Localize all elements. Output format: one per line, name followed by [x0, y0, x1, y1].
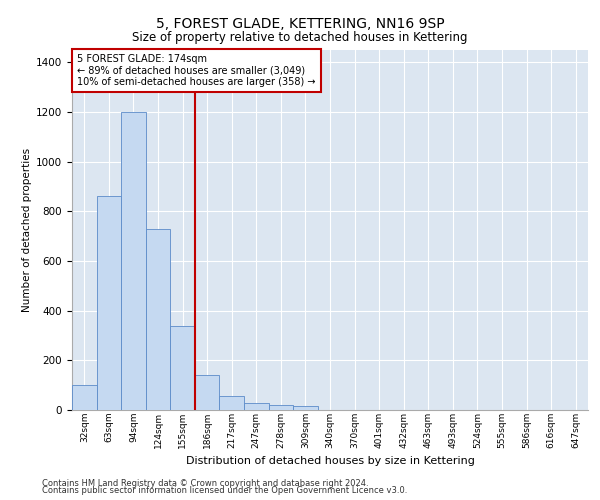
Bar — [195, 375, 220, 410]
Bar — [146, 229, 170, 410]
Bar — [170, 326, 195, 410]
Bar — [72, 385, 97, 410]
Text: 5 FOREST GLADE: 174sqm
← 89% of detached houses are smaller (3,049)
10% of semi-: 5 FOREST GLADE: 174sqm ← 89% of detached… — [77, 54, 316, 87]
Bar — [293, 406, 318, 410]
Y-axis label: Number of detached properties: Number of detached properties — [22, 148, 32, 312]
Text: Contains public sector information licensed under the Open Government Licence v3: Contains public sector information licen… — [42, 486, 407, 495]
Bar — [97, 196, 121, 410]
Bar — [269, 405, 293, 410]
X-axis label: Distribution of detached houses by size in Kettering: Distribution of detached houses by size … — [185, 456, 475, 466]
Bar — [121, 112, 146, 410]
Text: 5, FOREST GLADE, KETTERING, NN16 9SP: 5, FOREST GLADE, KETTERING, NN16 9SP — [155, 18, 445, 32]
Text: Contains HM Land Registry data © Crown copyright and database right 2024.: Contains HM Land Registry data © Crown c… — [42, 478, 368, 488]
Bar — [244, 403, 269, 410]
Bar — [220, 396, 244, 410]
Text: Size of property relative to detached houses in Kettering: Size of property relative to detached ho… — [132, 31, 468, 44]
